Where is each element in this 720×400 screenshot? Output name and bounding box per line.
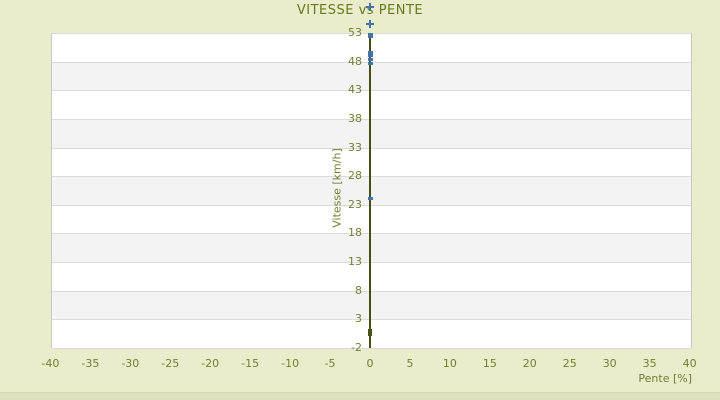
x-tick-label: -40 [41,357,60,370]
x-tick-label: -15 [241,357,260,370]
data-point-marker [368,328,372,336]
gridline [52,176,691,177]
x-tick-label: -30 [121,357,140,370]
y-tick-label: 53 [348,26,362,39]
data-point-marker [368,57,373,61]
x-tick-label: 35 [642,357,657,370]
plot-band [52,204,691,234]
gridline [52,348,691,349]
chart-title: VITESSE vs PENTE [296,3,424,18]
x-tick-label: 10 [442,357,457,370]
x-tick-label: 5 [406,357,414,370]
data-point-marker [368,32,373,38]
gridline [52,90,691,91]
x-tick-label: -35 [81,357,100,370]
x-tick-label: 20 [522,357,537,370]
x-tick-label: 40 [682,357,697,370]
y-tick-label: 8 [355,283,362,297]
plot-band [52,176,691,205]
plot-area [51,33,692,349]
x-tick-label: -25 [161,357,180,370]
bottom-strip [0,392,720,400]
x-tick-label: -5 [324,357,336,370]
data-point-marker [368,196,373,200]
x-tick-label: 0 [366,357,374,370]
y-tick-label: 3 [355,312,362,326]
x-tick-label: 30 [602,357,617,370]
y-tick-label: 33 [348,140,362,154]
plot-band [52,233,691,263]
data-point-marker [366,20,374,29]
plot-band [52,262,691,291]
gridline [52,119,691,120]
y-tick-label: -2 [351,341,362,354]
gridline [52,262,691,263]
y-tick-label: 28 [348,169,362,183]
data-point-marker [368,50,373,54]
plot-band [52,61,691,91]
y-tick-label: 23 [348,197,362,211]
data-point-marker [366,3,374,12]
plot-band [52,118,691,148]
plot-band [52,90,691,119]
gridline [52,291,691,292]
y-tick-label: 43 [348,83,362,97]
data-point-marker [368,62,373,66]
gridline [52,233,691,234]
y-axis-line [369,33,371,348]
y-tick-label: 13 [348,255,362,269]
y-tick-label: 48 [348,54,362,68]
x-tick-label: -10 [281,357,300,370]
y-tick-label: 18 [348,226,362,240]
x-axis-title: Pente [%] [638,372,692,385]
x-tick-label: 15 [482,357,497,370]
x-tick-label: -20 [201,357,220,370]
gridline [52,319,691,320]
data-point-marker [368,54,373,58]
x-tick-label: 25 [562,357,577,370]
y-tick-label: 38 [348,111,362,125]
y-axis-title: Vitesse [km/h] [330,147,344,228]
gridline [52,148,691,149]
gridline [52,205,691,206]
plot-band [52,147,691,177]
plot-band [52,290,691,320]
